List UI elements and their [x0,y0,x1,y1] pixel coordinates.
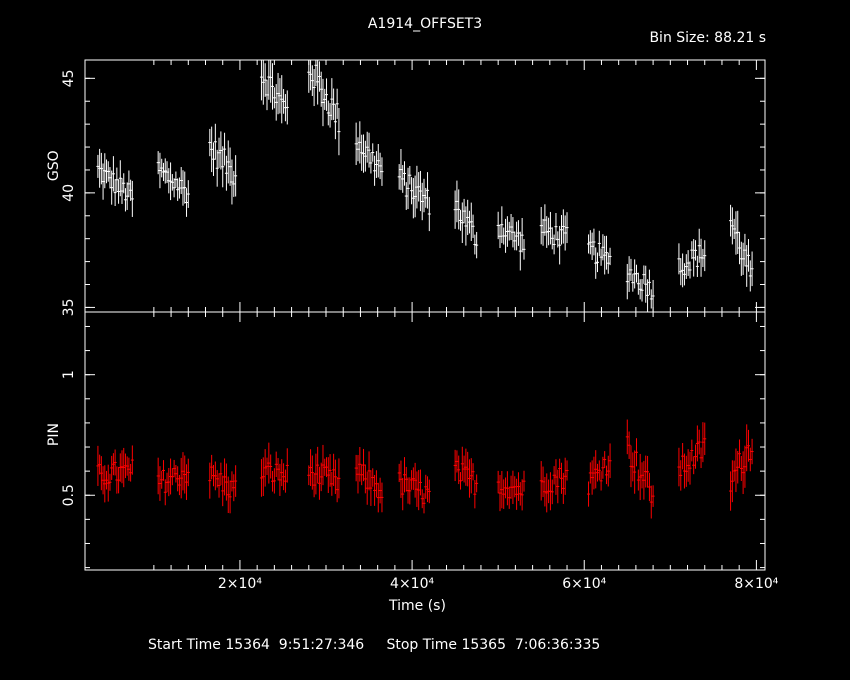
gso-ytick-label: 45 [61,69,77,87]
xtick-label: 4×10⁴ [390,576,434,592]
xtick-label: 2×10⁴ [218,576,262,592]
gso-axis-label-text: GSO [46,150,62,182]
gso-axis-label: GSO [30,150,62,190]
gso-panel: 35 40 45 [61,59,766,317]
xtick-label: 6×10⁴ [562,576,606,592]
chart-title: A1914_OFFSET3 [367,16,483,32]
x-axis-label: Time (s) [389,598,446,614]
time-range-footer: Start Time 15364 9:51:27:346 Stop Time 1… [148,637,601,653]
bin-size-label: Bin Size: 88.21 s [649,30,766,46]
pin-panel: 0.51 [61,311,766,571]
pin-axis-label-text: PIN [46,423,62,447]
pin-axis-label: PIN [30,423,62,455]
gso-ytick-label: 35 [61,299,77,317]
x-axis: 2×10⁴ 4×10⁴ 6×10⁴ 8×10⁴ [218,576,779,592]
pin-frame [84,311,766,571]
gso-points [96,60,754,312]
xtick-label: 8×10⁴ [734,576,778,592]
pin-ytick-label: 1 [61,370,77,379]
gso-frame [84,59,766,313]
gso-ytick-label: 40 [61,184,77,202]
pin-ytick-label: 0.5 [61,484,77,506]
pin-points [96,419,754,519]
